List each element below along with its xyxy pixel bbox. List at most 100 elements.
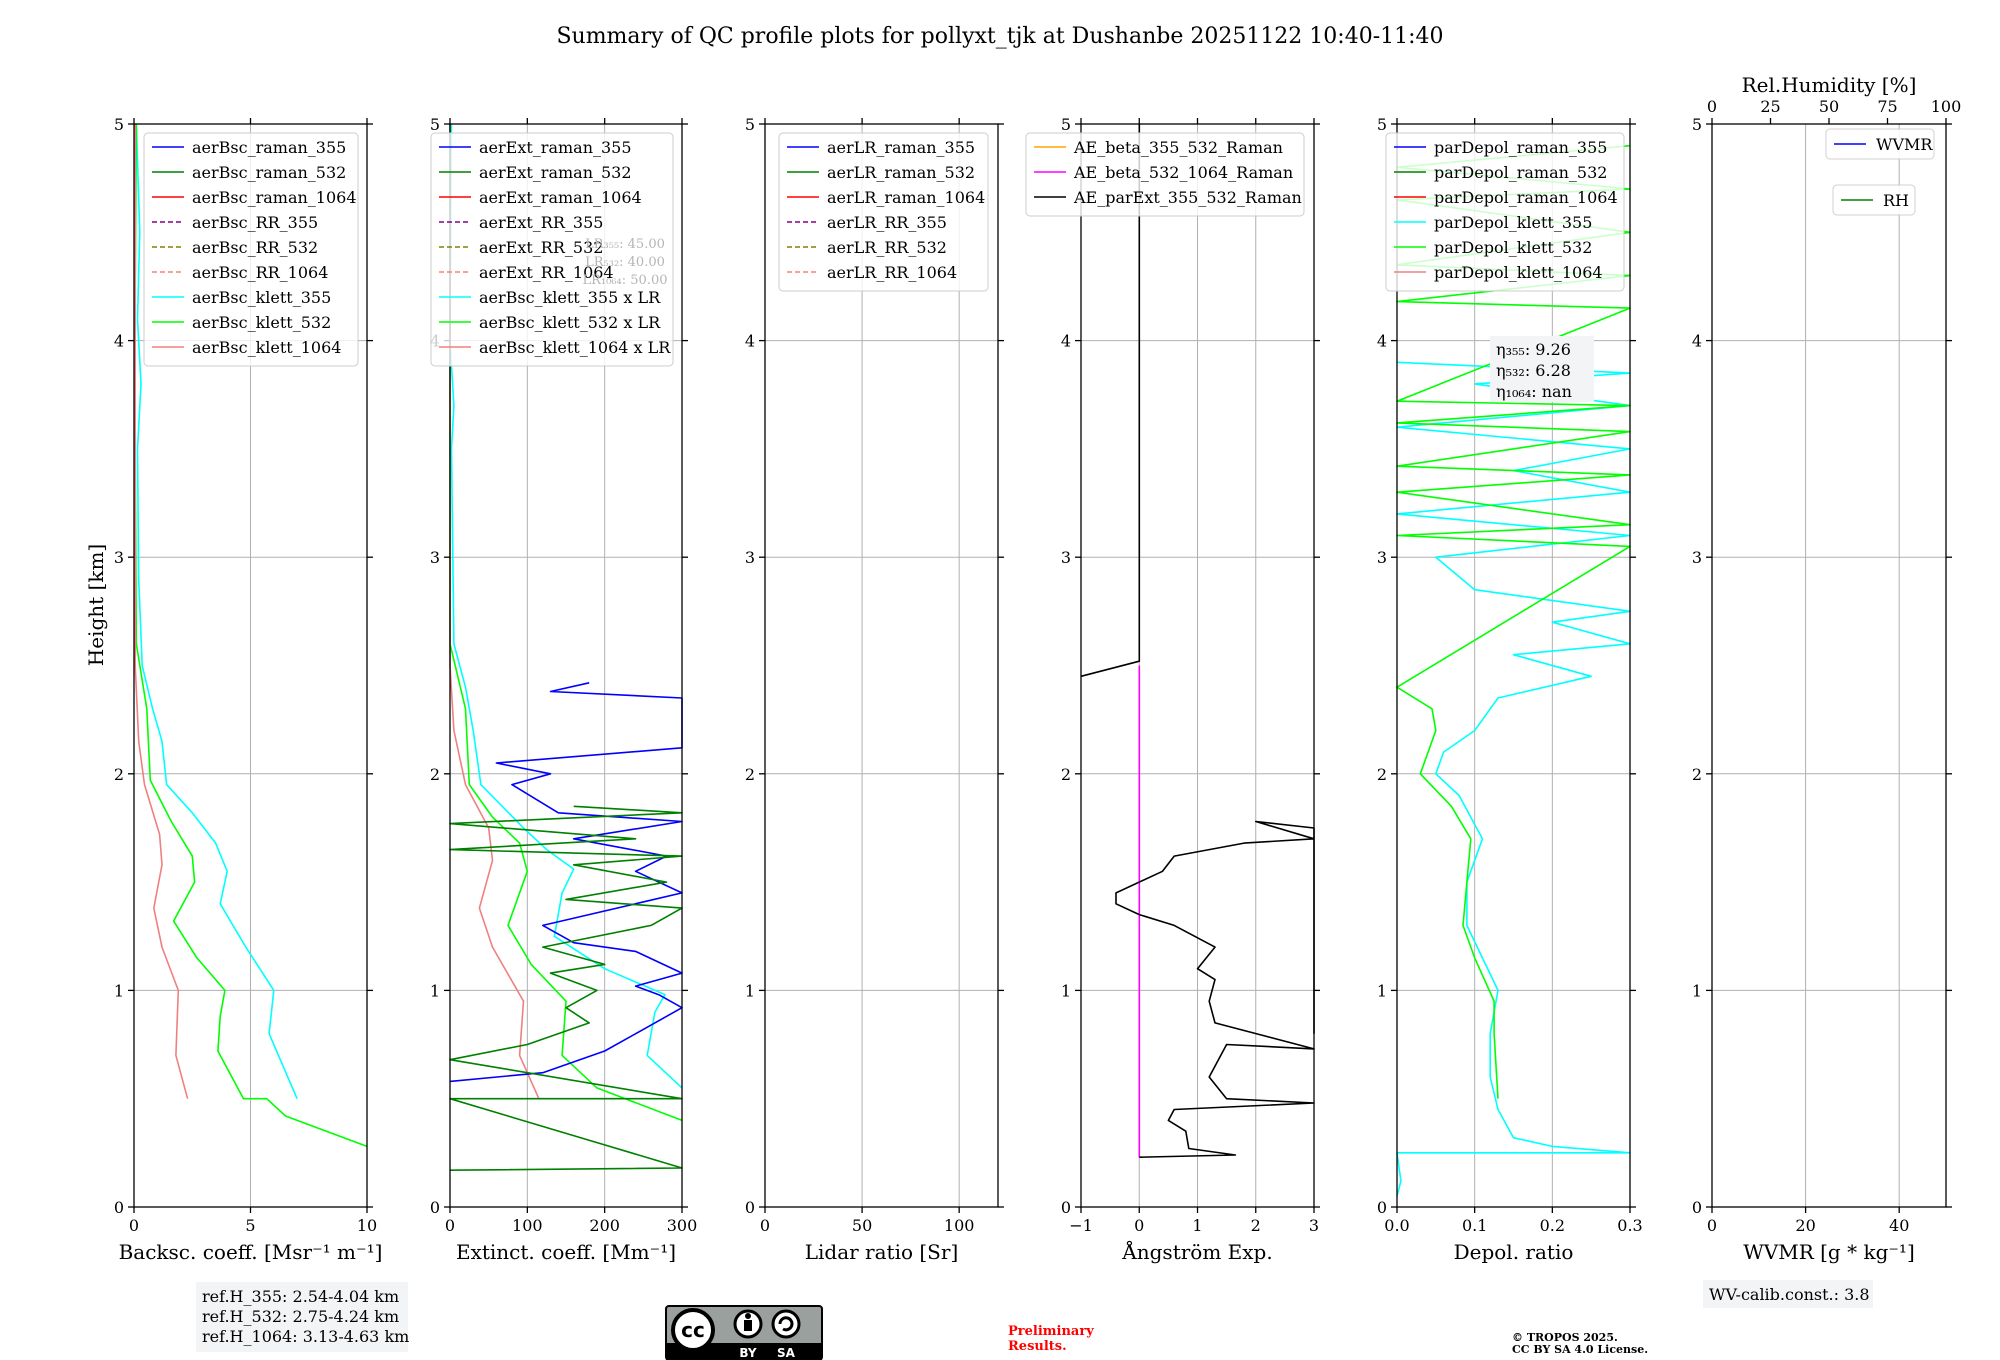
y-tick-label: 3 [1377,548,1387,567]
panel-bsc: 0 5 10 0 1 2 3 4 5 Backsc. coeff. [Msr⁻¹ m⁻¹] aerB… [114,115,409,1352]
legend-label: parDepol_klett_532 [1434,238,1592,257]
legend-label: parDepol_raman_532 [1434,163,1607,182]
legend: aerBsc_raman_355 aerBsc_raman_532 aerBsc_r… [143,132,359,367]
legend-label: aerBsc_RR_1064 [192,263,328,282]
y-tick-label: 1 [430,981,440,1000]
panel-wv: 0 20 40 0 1 2 3 4 5 WVMR [g * kg⁻¹] 0 25 50 75 100 Rel.… [1692,73,1961,1308]
preliminary-note-2: Results. [1008,1339,1067,1354]
y-tick-label: 2 [1692,765,1702,784]
y-tick-label: 4 [114,332,124,351]
y-tick-label: 1 [114,981,124,1000]
legend-box [778,132,989,292]
legend-label: aerExt_RR_355 [479,213,603,232]
y-tick-label: 0 [430,1198,440,1217]
legend-label: aerExt_RR_1064 [479,263,614,282]
legend-label: aerBsc_klett_1064 x LR [479,338,671,357]
legend-label: aerBsc_klett_1064 [192,338,341,357]
series-aerext-raman-532 [449,805,683,1171]
x-tick-label: 0.0 [1384,1216,1409,1235]
series-ae-parext-355-532-raman [1080,124,1141,678]
legend-box [430,132,674,367]
x-tick-label: 100 [512,1216,543,1235]
legend-label: aerExt_raman_355 [479,138,632,157]
ref-height-label: ref.H_355: 2.54-4.04 km [202,1287,399,1306]
y-tick-label: 3 [114,548,124,567]
y-tick-label: 1 [1377,981,1387,1000]
y-tick-label: 2 [1377,765,1387,784]
x2-axis-label: Rel.Humidity [%] [1742,73,1917,97]
ref-height-label: ref.H_1064: 3.13-4.63 km [202,1327,409,1346]
footer: cc BY SA Preliminary Results. © TROPOS 2… [665,1305,1648,1360]
x-tick-label: 20 [1795,1216,1815,1235]
x-axis-label: Backsc. coeff. [Msr⁻¹ m⁻¹] [119,1240,383,1264]
figure-title: Summary of QC profile plots for pollyxt_… [556,24,1443,49]
preliminary-note: Preliminary [1008,1324,1094,1339]
legend-label: aerBsc_raman_1064 [192,188,357,207]
ref-height-label: ref.H_532: 2.75-4.24 km [202,1307,399,1326]
y-tick-label: 2 [114,765,124,784]
y-tick-label: 5 [1377,115,1387,134]
x-tick-label: 50 [852,1216,872,1235]
legend: aerExt_raman_355 aerExt_raman_532 aerExt_r… [430,132,674,367]
x-axis-label: Extinct. coeff. [Mm⁻¹] [456,1240,676,1264]
sa-badge-text: SA [777,1346,796,1360]
legend-label: aerBsc_klett_355 x LR [479,288,661,307]
axes-frame [1396,123,1631,1208]
x-tick-label: 0 [1134,1216,1144,1235]
legend-label: aerLR_raman_532 [827,163,975,182]
y-tick-label: 4 [745,332,755,351]
series-aerbsc-klett-532 [134,123,368,1148]
legend-label: WVMR [1876,135,1933,154]
y-tick-label: 5 [745,115,755,134]
x-tick-label: 0 [760,1216,770,1235]
ref-height-box [196,1282,408,1352]
license-note: CC BY SA 4.0 License. [1512,1343,1648,1356]
y-tick-label: 5 [1061,115,1071,134]
wv-calib-box [1703,1280,1873,1308]
y-tick-label: 0 [1692,1198,1702,1217]
y-tick-label: 3 [1692,548,1702,567]
legend-box [1825,128,1935,160]
legend-label: AE_beta_355_532_Raman [1073,138,1283,157]
axes-frame [764,123,999,1208]
x2-tick-label: 75 [1877,97,1897,116]
x-tick-label: 0 [129,1216,139,1235]
x2-tick-label: 0 [1707,97,1717,116]
y-tick-label: 1 [745,981,755,1000]
legend-label: parDepol_raman_1064 [1434,188,1618,207]
y-tick-label: 1 [1061,981,1071,1000]
cc-badge-text: cc [681,1318,705,1342]
lr-annotation: LR₅₃₂: 40.00 [585,255,665,270]
legend-label: parDepol_klett_355 [1434,213,1592,232]
series-aerbsc-klett-355 [135,123,298,1100]
x-tick-label: 200 [589,1216,620,1235]
legend: parDepol_raman_355 parDepol_raman_532 parD… [1385,132,1625,292]
y-tick-label: 5 [1692,115,1702,134]
series-aerbsc-klett-532-x-lr [449,124,683,1122]
legend-label: AE_beta_532_1064_Raman [1073,163,1293,182]
cc-license-badge: cc BY SA [665,1305,823,1360]
x-tick-label: 0.1 [1462,1216,1487,1235]
x-tick-label: 2 [1251,1216,1261,1235]
legend-label: aerLR_raman_1064 [827,188,985,207]
x-axis-label: Ångström Exp. [1121,1239,1272,1264]
y-tick-label: 2 [745,765,755,784]
eta-label: η₃₅₅: 9.26 [1496,340,1571,359]
panel-depol: 0.0 0.1 0.2 0.3 0 1 2 3 4 5 Depol. ratio parDepol_r… [1377,115,1643,1264]
series-aerext-raman-355 [449,682,683,1083]
x-tick-label: 0 [445,1216,455,1235]
eta-box [1490,336,1594,402]
legend-box [1385,132,1625,292]
x2-tick-label: 25 [1760,97,1780,116]
y-tick-label: 3 [1061,548,1071,567]
legend-label: aerExt_raman_1064 [479,188,642,207]
legend-label: aerLR_RR_355 [827,213,947,232]
legend-label: RH [1883,191,1909,210]
x-tick-label: 0.3 [1617,1216,1642,1235]
legend-label: aerBsc_klett_355 [192,288,331,307]
eta-label: η₁₀₆₄: nan [1496,382,1572,401]
legend-label: aerExt_raman_532 [479,163,632,182]
